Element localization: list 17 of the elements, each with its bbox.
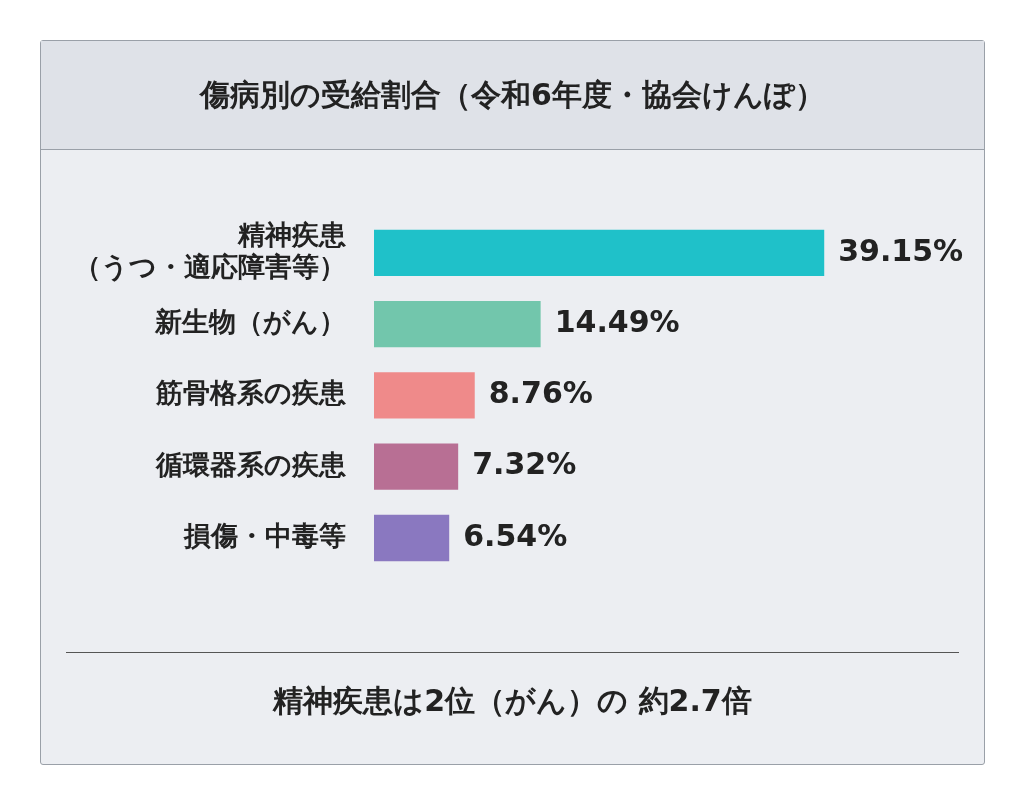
y-tick-label: 損傷・中毒等 xyxy=(183,519,346,551)
data-label: 39.15% xyxy=(838,232,964,268)
data-label: 8.76% xyxy=(488,375,593,411)
bar xyxy=(374,229,825,277)
bar xyxy=(374,514,450,562)
bar xyxy=(374,300,541,348)
data-label: 6.54% xyxy=(463,517,568,553)
bar xyxy=(374,443,459,490)
data-label: 7.32% xyxy=(472,446,577,482)
y-tick-label: 新生物（がん） xyxy=(154,306,346,338)
bar xyxy=(374,372,475,419)
y-tick-label: 循環器系の疾患 xyxy=(155,448,346,480)
y-tick-label: 筋骨格系の疾患 xyxy=(155,377,346,409)
y-tick-label: 精神疾患（うつ・適応障害等） xyxy=(74,218,346,283)
text: 精神疾患は2位（がん）の 約2.7倍 xyxy=(271,682,753,720)
data-label: 14.49% xyxy=(554,303,680,339)
chart-title: 傷病別の受給割合（令和6年度・協会けんぽ） xyxy=(41,41,984,150)
